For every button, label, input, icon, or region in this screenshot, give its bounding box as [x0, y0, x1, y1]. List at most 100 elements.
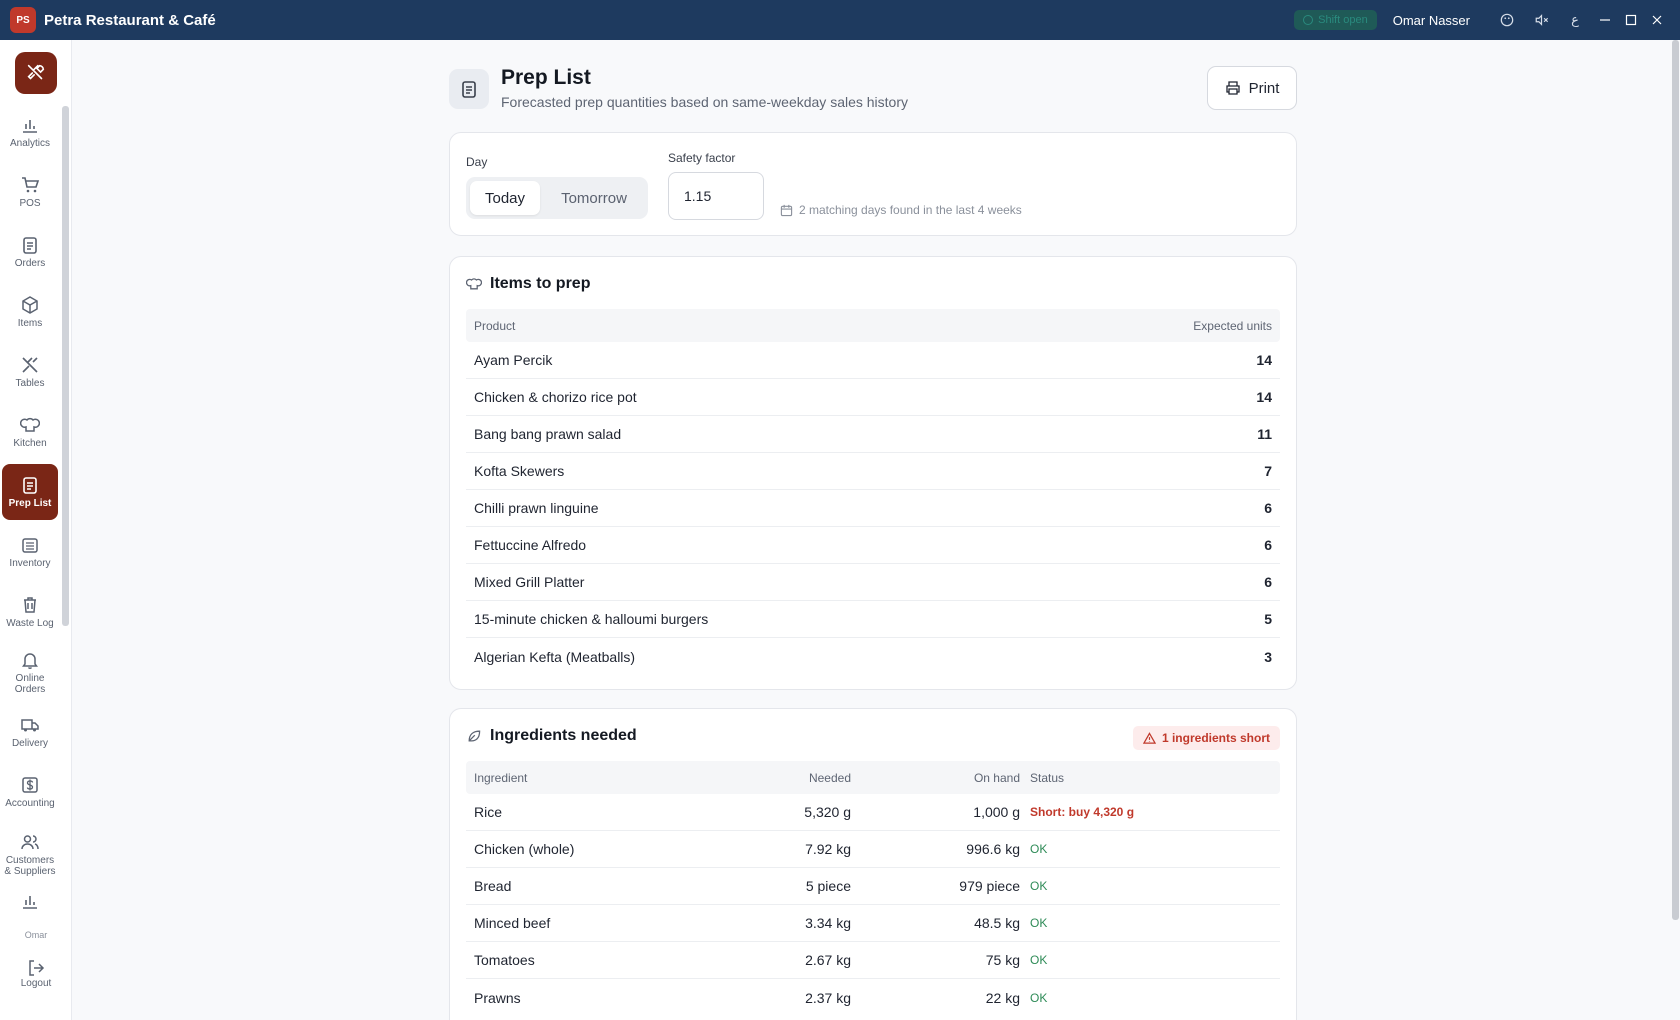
table-row: Ayam Percik 14: [466, 342, 1280, 379]
palette-icon[interactable]: [1490, 0, 1524, 40]
sidebar-item-tables[interactable]: Tables: [2, 344, 58, 400]
items-to-prep-card: Items to prep Product Expected units Aya…: [449, 256, 1297, 690]
matching-days-note: 2 matching days found in the last 4 week…: [780, 203, 1022, 217]
day-label: Day: [466, 155, 488, 169]
table-row: Chicken & chorizo rice pot 14: [466, 379, 1280, 416]
status-badge: Short: buy 4,320 g: [1030, 805, 1135, 819]
ingredients-table: Ingredient Needed On hand Status Rice 5,3…: [466, 761, 1280, 1016]
box-icon: [22, 296, 38, 314]
sidebar-item-orders[interactable]: Orders: [2, 224, 58, 280]
ingredients-table-header: Ingredient Needed On hand Status: [466, 761, 1280, 794]
bar-chart-icon: [23, 120, 37, 133]
safety-factor-input[interactable]: [668, 172, 764, 220]
chef-hat-icon: [466, 278, 482, 290]
print-button[interactable]: Print: [1207, 66, 1297, 110]
maximize-icon[interactable]: [1618, 0, 1644, 40]
ingredients-needed-card: Ingredients needed 1 ingredients short I…: [449, 708, 1297, 1020]
table-row: Minced beef 3.34 kg 48.5 kg OK: [466, 905, 1280, 942]
sidebar-item-items[interactable]: Items: [2, 284, 58, 340]
dollar-icon: [22, 777, 38, 793]
sidebar-item-prep-list[interactable]: Prep List: [2, 464, 58, 520]
sidebar-item-pos[interactable]: POS: [2, 164, 58, 220]
printer-icon: [1225, 81, 1240, 95]
sidebar-item-accounting[interactable]: Accounting: [2, 764, 58, 820]
user-name[interactable]: Omar Nasser: [1392, 12, 1470, 28]
leaf-icon: [468, 730, 481, 742]
language-icon[interactable]: ع: [1571, 12, 1579, 27]
table-row: Prawns 2.37 kg 22 kg OK: [474, 989, 1048, 1006]
logout-button[interactable]: Logout: [8, 958, 64, 989]
safety-factor-label: Safety factor: [668, 151, 736, 165]
ingredients-needed-title: Ingredients needed: [466, 727, 637, 745]
sidebar-item-customers-suppliers[interactable]: Customers & Suppliers: [2, 826, 58, 882]
column-header-product: Product: [474, 318, 516, 333]
sidebar-item-analytics[interactable]: Analytics: [2, 104, 58, 160]
title-bar: PS Petra Restaurant & Café Shift open Om…: [0, 0, 1680, 40]
cart-icon: [22, 177, 40, 193]
table-row: Chicken (whole) 7.92 kg 996.6 kg OK: [466, 831, 1280, 868]
table-row: Bang bang prawn salad 11: [466, 416, 1280, 453]
page-subtitle: Forecasted prep quantities based on same…: [501, 94, 908, 110]
utensils-icon: [27, 64, 45, 80]
prep-table: Product Expected units Ayam Percik 14 Chi…: [466, 309, 1280, 675]
day-selector: Today Tomorrow: [466, 177, 648, 219]
brand-button[interactable]: [15, 52, 57, 94]
filters-card: Day Today Tomorrow Safety factor 2 match…: [449, 132, 1297, 236]
table-row: Bread 5 piece 979 piece OK: [466, 868, 1280, 905]
status-badge: OK: [1030, 842, 1048, 856]
shift-status-badge[interactable]: Shift open: [1294, 10, 1377, 30]
shift-status-label: Shift open: [1318, 14, 1368, 26]
table-row: Mixed Grill Platter 6: [466, 564, 1280, 601]
sidebar-item-online-orders[interactable]: Online Orders: [2, 644, 58, 700]
app-logo: PS: [10, 7, 36, 33]
table-row: Rice 5,320 g 1,000 g Short: buy 4,320 g: [466, 794, 1280, 831]
table-row: Algerian Kefta (Meatballs) 3: [474, 648, 1272, 665]
truck-icon: [21, 719, 39, 732]
utensils-icon: [22, 357, 38, 373]
sidebar-item-reports[interactable]: [2, 882, 58, 922]
main-scrollbar[interactable]: [1672, 40, 1679, 920]
sidebar-user-name: Omar: [24, 930, 48, 940]
status-badge: OK: [1030, 953, 1048, 967]
table-row: Fettuccine Alfredo 6: [466, 527, 1280, 564]
column-header-expected-units: Expected units: [1193, 318, 1272, 333]
close-icon[interactable]: [1644, 0, 1670, 40]
app-title: Petra Restaurant & Café: [44, 11, 216, 29]
status-badge: OK: [1030, 990, 1048, 1005]
trash-icon: [24, 597, 36, 613]
day-option-today[interactable]: Today: [470, 181, 540, 215]
table-row: Kofta Skewers 7: [466, 453, 1280, 490]
sidebar: Analytics POS Orders Items Tables Kitche…: [0, 40, 72, 1020]
clock-icon: [1303, 15, 1314, 25]
sidebar-item-inventory[interactable]: Inventory: [2, 524, 58, 580]
table-row: Chilli prawn linguine 6: [466, 490, 1280, 527]
column-header-ingredient: Ingredient: [474, 770, 528, 785]
items-to-prep-title: Items to prep: [466, 275, 590, 293]
mute-icon[interactable]: [1524, 0, 1558, 40]
users-icon: [21, 834, 39, 849]
sidebar-item-waste-log[interactable]: Waste Log: [2, 584, 58, 640]
logout-icon: [29, 960, 45, 976]
clipboard-list-icon: [23, 477, 37, 494]
clipboard-icon: [23, 237, 37, 254]
table-row: Tomatoes 2.67 kg 75 kg OK: [466, 942, 1280, 979]
sidebar-item-kitchen[interactable]: Kitchen: [2, 404, 58, 460]
page-title: Prep List: [501, 66, 591, 89]
ingredients-short-badge: 1 ingredients short: [1132, 726, 1280, 750]
warning-icon: [1142, 731, 1156, 744]
sidebar-item-delivery[interactable]: Delivery: [2, 704, 58, 760]
sidebar-scrollbar[interactable]: [62, 106, 69, 626]
minimize-icon[interactable]: [1592, 0, 1618, 40]
table-row: 15-minute chicken & halloumi burgers 5: [466, 601, 1280, 638]
clipboard-icon: [449, 69, 489, 109]
status-badge: OK: [1030, 916, 1048, 930]
bar-chart-icon: [23, 895, 37, 909]
bell-icon: [22, 652, 38, 669]
page-header: Prep List Forecasted prep quantities bas…: [449, 66, 1297, 126]
calendar-icon: [780, 204, 793, 216]
warehouse-icon: [22, 538, 38, 553]
column-header-needed: Needed: [808, 770, 851, 785]
column-header-status: Status: [1030, 770, 1065, 785]
day-option-tomorrow[interactable]: Tomorrow: [561, 189, 627, 207]
prep-table-header: Product Expected units: [466, 309, 1280, 342]
